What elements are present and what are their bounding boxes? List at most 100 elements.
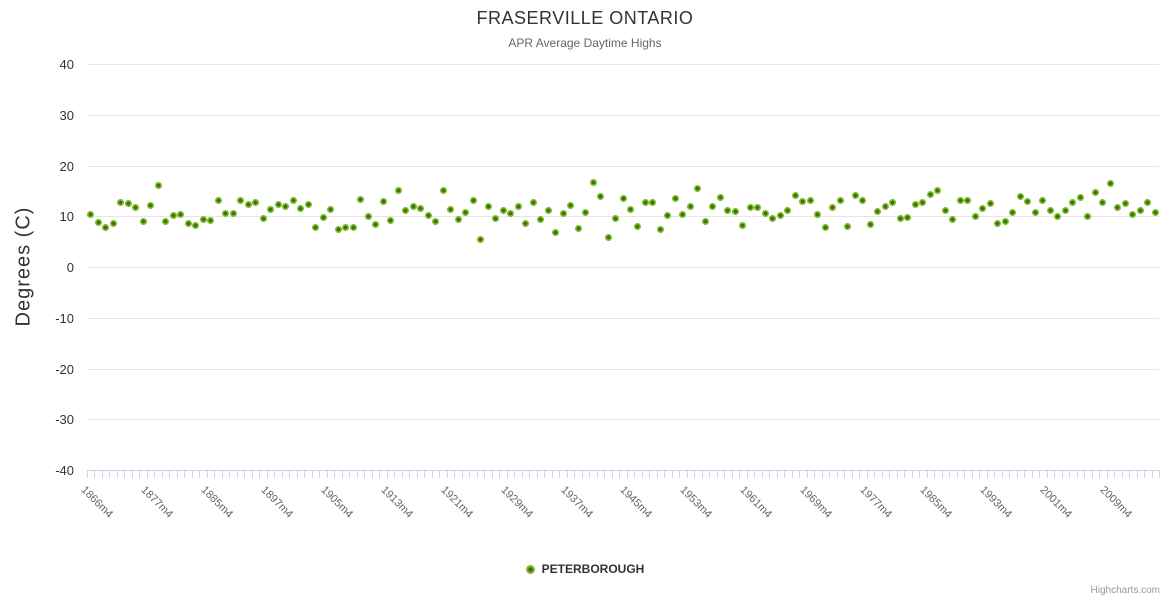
data-point[interactable] (1069, 198, 1077, 206)
data-point[interactable] (162, 217, 170, 225)
data-point[interactable] (1129, 210, 1137, 218)
data-point[interactable] (102, 224, 110, 232)
data-point[interactable] (222, 210, 230, 218)
data-point[interactable] (409, 203, 417, 211)
data-point[interactable] (484, 203, 492, 211)
data-point[interactable] (656, 225, 664, 233)
data-point[interactable] (267, 206, 275, 214)
data-point[interactable] (214, 196, 222, 204)
data-point[interactable] (814, 210, 822, 218)
data-point[interactable] (124, 199, 132, 207)
data-point[interactable] (297, 204, 305, 212)
data-point[interactable] (289, 197, 297, 205)
data-point[interactable] (1076, 194, 1084, 202)
data-point[interactable] (754, 204, 762, 212)
data-point[interactable] (282, 202, 290, 210)
data-point[interactable] (926, 191, 934, 199)
data-point[interactable] (904, 214, 912, 222)
data-point[interactable] (889, 199, 897, 207)
data-point[interactable] (979, 204, 987, 212)
data-point[interactable] (1031, 208, 1039, 216)
data-point[interactable] (462, 209, 470, 217)
data-point[interactable] (364, 212, 372, 220)
data-point[interactable] (252, 198, 260, 206)
data-point[interactable] (492, 215, 500, 223)
data-point[interactable] (117, 198, 125, 206)
data-point[interactable] (274, 201, 282, 209)
data-point[interactable] (154, 182, 162, 190)
data-point[interactable] (671, 194, 679, 202)
data-point[interactable] (731, 207, 739, 215)
data-point[interactable] (896, 214, 904, 222)
data-point[interactable] (664, 211, 672, 219)
data-point[interactable] (626, 206, 634, 214)
data-point[interactable] (881, 203, 889, 211)
data-point[interactable] (184, 219, 192, 227)
data-point[interactable] (686, 203, 694, 211)
data-point[interactable] (1099, 199, 1107, 207)
data-point[interactable] (507, 209, 515, 217)
data-point[interactable] (372, 221, 380, 229)
data-point[interactable] (1016, 193, 1024, 201)
data-point[interactable] (342, 223, 350, 231)
data-point[interactable] (746, 204, 754, 212)
data-point[interactable] (379, 197, 387, 205)
data-point[interactable] (304, 200, 312, 208)
data-point[interactable] (244, 200, 252, 208)
data-point[interactable] (387, 217, 395, 225)
data-point[interactable] (349, 223, 357, 231)
data-point[interactable] (357, 196, 365, 203)
data-point[interactable] (612, 215, 619, 223)
data-point[interactable] (199, 215, 207, 223)
data-point[interactable] (649, 198, 657, 206)
data-point[interactable] (94, 218, 102, 226)
data-point[interactable] (1084, 212, 1092, 220)
data-point[interactable] (836, 196, 844, 204)
data-point[interactable] (1144, 199, 1152, 207)
data-point[interactable] (874, 208, 882, 216)
data-point[interactable] (1121, 200, 1129, 208)
data-point[interactable] (634, 223, 642, 231)
data-point[interactable] (447, 205, 455, 213)
data-point[interactable] (402, 206, 410, 214)
data-point[interactable] (469, 196, 477, 204)
data-point[interactable] (1136, 207, 1144, 215)
data-point[interactable] (769, 214, 777, 222)
data-point[interactable] (709, 203, 717, 211)
data-point[interactable] (147, 201, 155, 209)
data-point[interactable] (1039, 197, 1047, 205)
data-point[interactable] (919, 198, 927, 206)
data-point[interactable] (784, 206, 792, 214)
data-point[interactable] (319, 213, 327, 221)
data-point[interactable] (439, 186, 447, 194)
data-point[interactable] (417, 205, 425, 213)
data-point[interactable] (207, 216, 215, 224)
data-point[interactable] (716, 193, 724, 201)
data-point[interactable] (941, 206, 949, 214)
data-point[interactable] (597, 192, 604, 200)
data-point[interactable] (192, 222, 200, 230)
data-point[interactable] (806, 196, 814, 204)
data-point[interactable] (844, 222, 852, 230)
data-point[interactable] (866, 220, 874, 228)
data-point[interactable] (514, 203, 522, 211)
legend[interactable]: PETERBOROUGH (0, 562, 1170, 576)
data-point[interactable] (1024, 197, 1032, 205)
data-point[interactable] (567, 202, 575, 210)
data-point[interactable] (544, 206, 552, 214)
data-point[interactable] (934, 187, 942, 195)
data-point[interactable] (1106, 179, 1114, 187)
data-point[interactable] (1009, 208, 1017, 216)
data-point[interactable] (1061, 207, 1069, 215)
data-point[interactable] (522, 220, 530, 228)
data-point[interactable] (132, 203, 140, 211)
data-point[interactable] (229, 209, 237, 217)
data-point[interactable] (259, 215, 267, 223)
data-point[interactable] (552, 228, 560, 236)
data-point[interactable] (641, 198, 649, 206)
data-point[interactable] (829, 203, 837, 211)
data-point[interactable] (574, 224, 582, 232)
data-point[interactable] (177, 211, 185, 219)
data-point[interactable] (971, 213, 979, 221)
data-point[interactable] (724, 206, 732, 214)
